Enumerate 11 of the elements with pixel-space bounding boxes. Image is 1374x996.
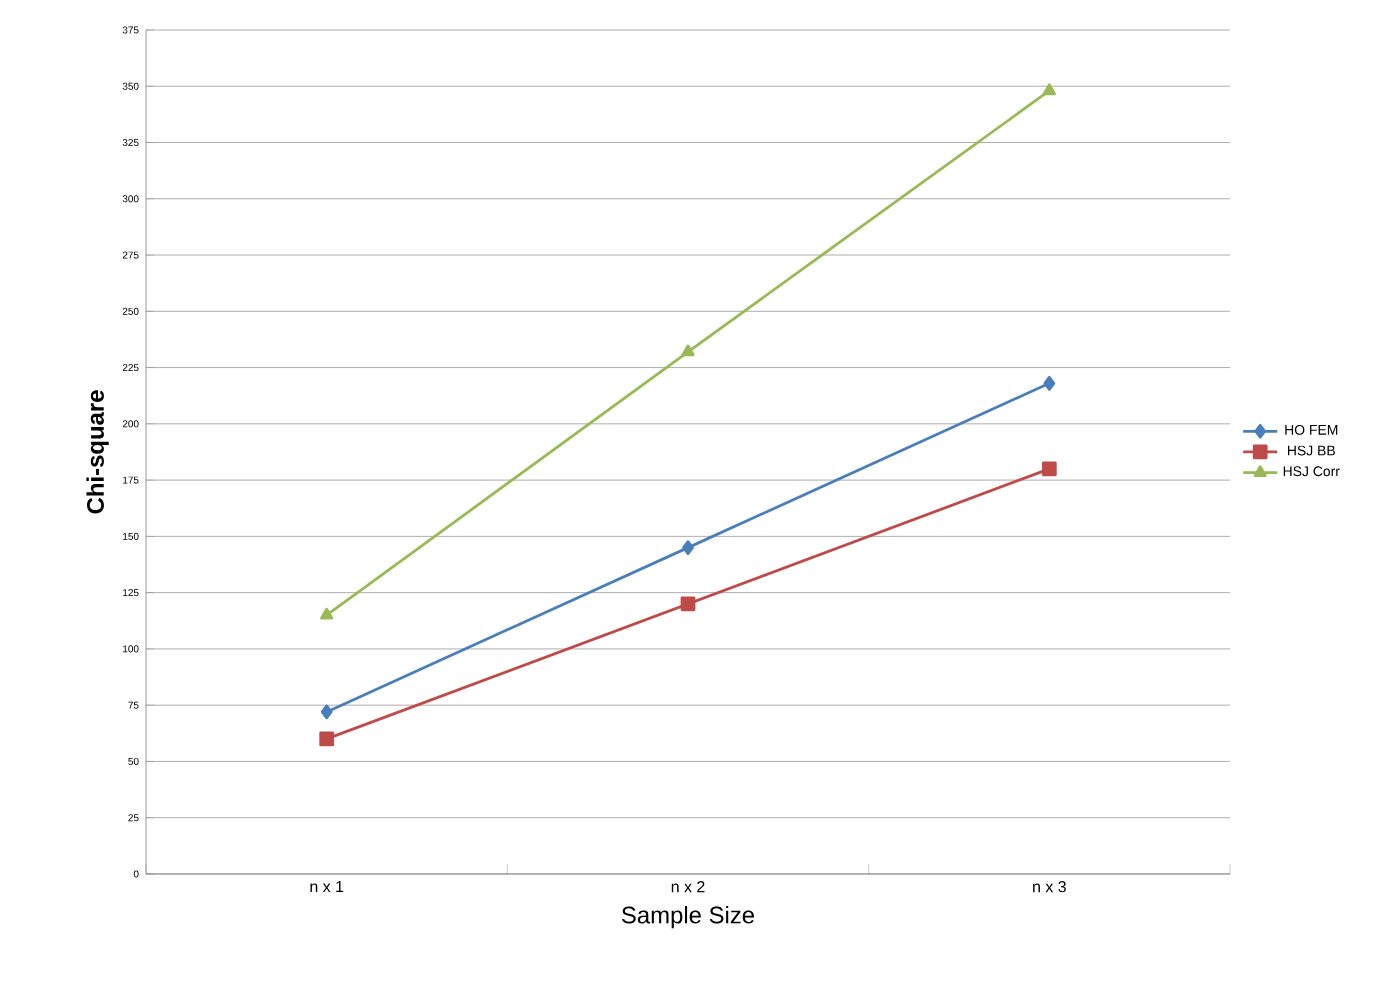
point [319,731,335,747]
point [320,704,333,720]
y-axis-title: Chi-square [86,390,109,514]
point [680,596,696,612]
point [1042,83,1056,96]
point [320,607,334,620]
x-axis-title: Sample Size [621,905,755,929]
point [1041,461,1057,477]
point [682,540,694,555]
point [1043,375,1056,391]
point [681,344,695,357]
